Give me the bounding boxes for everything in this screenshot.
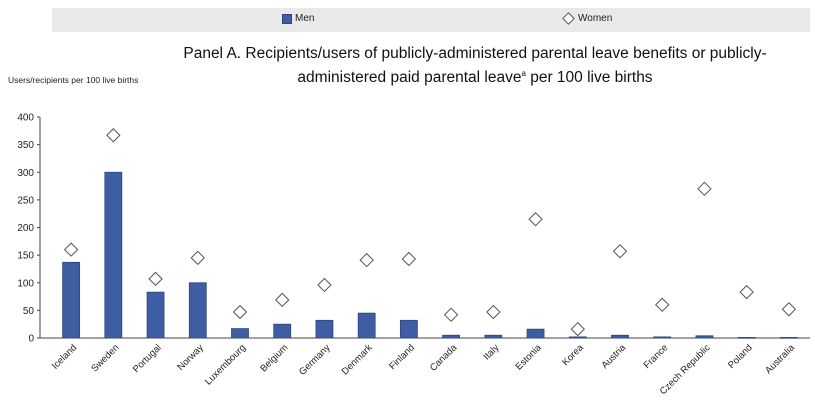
men-bar <box>188 282 207 339</box>
y-tick-label: 0 <box>28 334 34 345</box>
women-marker <box>63 242 79 257</box>
x-category-label: Sweden <box>89 342 121 374</box>
x-category-label: Austria <box>599 342 628 371</box>
men-bar <box>526 328 545 339</box>
x-category-label: Finland <box>387 342 417 372</box>
x-category-label: Iceland <box>50 342 79 371</box>
legend-label-women: Women <box>578 13 613 24</box>
legend: Men Women <box>52 8 810 32</box>
women-marker <box>612 244 628 259</box>
y-axis-label: Users/recipients per 100 live births <box>8 75 139 85</box>
x-category-label: Luxembourg <box>203 342 248 387</box>
men-swatch-icon <box>282 13 292 24</box>
men-bar <box>104 171 123 339</box>
chart-title-text: Panel A. Recipients/users of publicly-ad… <box>183 45 767 87</box>
x-category-label: Germany <box>297 342 333 378</box>
women-marker <box>443 307 459 323</box>
women-marker <box>655 297 670 313</box>
y-tick-label: 200 <box>17 223 34 234</box>
men-bar <box>273 323 292 339</box>
chart-title-suffix: per 100 live births <box>530 69 653 87</box>
x-category-label: Korea <box>560 342 586 368</box>
men-bar <box>695 335 714 339</box>
x-category-label: Australia <box>763 342 797 376</box>
men-bar <box>611 334 629 339</box>
women-marker <box>401 251 417 267</box>
women-marker <box>359 252 374 268</box>
women-marker <box>570 321 585 337</box>
men-bar <box>484 334 503 339</box>
women-marker <box>528 212 543 227</box>
women-marker <box>486 304 501 320</box>
women-marker <box>317 277 332 293</box>
men-bar <box>779 337 798 339</box>
women-marker <box>739 284 754 300</box>
legend-label-men: Men <box>295 13 315 24</box>
x-category-label: Belgium <box>258 342 290 374</box>
men-bar <box>737 337 756 339</box>
x-category-label: Poland <box>726 342 755 371</box>
men-bar <box>568 336 587 339</box>
x-category-label: Italy <box>481 342 501 362</box>
men-bar <box>231 328 249 339</box>
y-tick-label: 50 <box>23 306 35 317</box>
men-bar <box>653 336 672 339</box>
men-bar <box>62 261 81 339</box>
women-marker <box>106 128 121 143</box>
x-category-label: Denmark <box>340 342 375 377</box>
men-bar <box>357 312 376 339</box>
men-bar <box>315 319 334 339</box>
men-bar <box>442 334 461 339</box>
legend-item-men: Men <box>282 13 314 24</box>
y-tick-label: 150 <box>17 251 34 262</box>
women-marker <box>148 271 163 287</box>
women-marker <box>781 302 797 317</box>
men-bar <box>146 291 165 339</box>
x-category-label: Canada <box>428 342 460 374</box>
y-tick-label: 100 <box>17 278 34 289</box>
y-tick-label: 400 <box>17 113 34 124</box>
women-marker <box>275 292 290 308</box>
women-marker <box>232 304 248 320</box>
women-marker <box>697 181 712 197</box>
y-tick-label: 250 <box>17 195 34 206</box>
x-category-label: Portugal <box>131 342 164 375</box>
y-tick-label: 300 <box>17 168 34 179</box>
legend-item-women: Women <box>562 12 613 25</box>
x-category-label: France <box>642 342 671 371</box>
men-bar <box>399 319 418 339</box>
x-category-label: Norway <box>175 342 206 373</box>
chart-title-superscript: a <box>521 69 526 78</box>
x-category-label: Estonia <box>513 342 544 373</box>
women-marker <box>190 250 205 266</box>
chart-title: Panel A. Recipients/users of publicly-ad… <box>150 44 800 88</box>
y-tick-label: 350 <box>17 140 34 151</box>
